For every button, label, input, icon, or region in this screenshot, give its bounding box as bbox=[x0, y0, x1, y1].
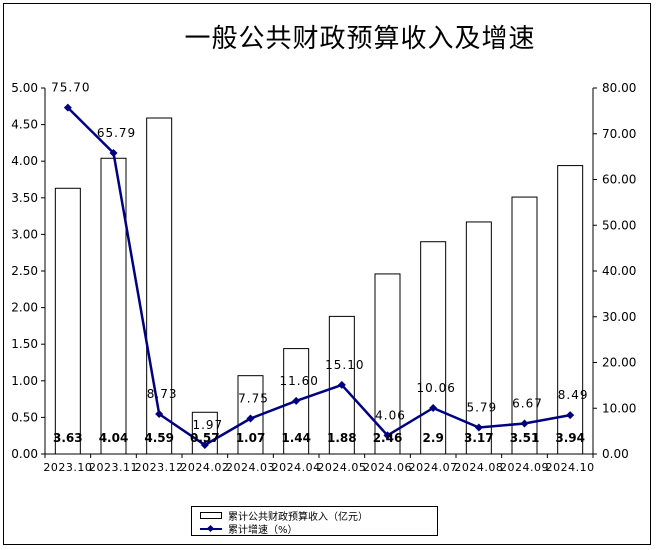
line-value-label: 5.79 bbox=[466, 401, 497, 415]
y-left-tick-label: 0.00 bbox=[11, 447, 38, 461]
bar bbox=[420, 241, 447, 455]
y-right-tick-label: 10.00 bbox=[602, 401, 636, 415]
line-marker bbox=[383, 431, 392, 440]
bar-value-label: 1.07 bbox=[236, 431, 266, 445]
line-value-label: 11.60 bbox=[279, 374, 318, 388]
line-marker bbox=[200, 440, 209, 449]
legend-item-line: 累计增速（%） bbox=[200, 522, 298, 536]
bars-group bbox=[54, 117, 584, 455]
chart-title: 一般公共财政预算收入及增速 bbox=[184, 24, 536, 54]
y-left-tick-label: 2.00 bbox=[11, 301, 38, 315]
x-tick-label: 2024.07 bbox=[409, 461, 458, 474]
y-left-tick-label: 3.00 bbox=[11, 227, 38, 241]
line-value-label: 8.49 bbox=[558, 388, 589, 402]
legend-line-swatch bbox=[200, 524, 222, 534]
line-value-label: 75.70 bbox=[51, 81, 90, 95]
legend-bar-label: 累计公共财政预算收入（亿元） bbox=[228, 512, 368, 523]
data-labels-group: 3.63 4.04 4.59 0.57 1.07 1.44 1.88 2.46 2.9 3.17 3… bbox=[51, 81, 589, 445]
line-marker bbox=[520, 419, 529, 428]
line-value-label: 15.10 bbox=[325, 358, 364, 372]
line-value-label: 1.97 bbox=[192, 418, 223, 432]
line-marker bbox=[63, 103, 72, 112]
x-tick-label: 2024.06 bbox=[363, 461, 412, 474]
line-value-label: 10.06 bbox=[416, 381, 455, 395]
x-tick-label: 2023.12 bbox=[135, 461, 184, 474]
bar bbox=[54, 187, 81, 455]
y-left-tick-label: 3.50 bbox=[11, 191, 38, 205]
y-left-tick-label: 0.50 bbox=[11, 410, 38, 424]
y-right-tick-label: 0.00 bbox=[602, 447, 629, 461]
x-tick-label: 2023.11 bbox=[89, 461, 138, 474]
legend: 累计公共财政预算收入（亿元） 累计增速（%） bbox=[191, 506, 438, 536]
bar bbox=[283, 348, 310, 455]
line-value-label: 4.06 bbox=[375, 408, 406, 422]
line-marker bbox=[155, 410, 164, 419]
bar bbox=[146, 117, 173, 455]
bar bbox=[465, 221, 492, 455]
line-marker bbox=[246, 414, 255, 423]
growth-line bbox=[66, 106, 571, 447]
y-left-tick-label: 2.50 bbox=[11, 264, 38, 278]
bar-value-label: 1.44 bbox=[281, 431, 311, 445]
line-marker bbox=[337, 380, 346, 389]
y-left-tick-label: 1.50 bbox=[11, 337, 38, 351]
x-tick-label: 2024.03 bbox=[226, 461, 275, 474]
bar-value-label: 0.57 bbox=[190, 431, 220, 445]
y-right-tick-label: 40.00 bbox=[602, 264, 636, 278]
x-tick-label: 2024.10 bbox=[546, 461, 595, 474]
x-tick-label: 2024.09 bbox=[500, 461, 549, 474]
y-right-tick-label: 30.00 bbox=[602, 310, 636, 324]
bar-value-label: 3.94 bbox=[555, 431, 585, 445]
line-value-label: 65.79 bbox=[97, 126, 136, 140]
x-tick-label: 2023.10 bbox=[43, 461, 92, 474]
axes-group: 0.00 0.50 1.00 1.50 2.00 2.50 3.00 3.50 4.00 4.50… bbox=[11, 81, 636, 474]
legend-bar-swatch bbox=[200, 512, 222, 519]
y-left-tick-label: 1.00 bbox=[11, 374, 38, 388]
line-value-label: 6.67 bbox=[512, 396, 543, 410]
y-right-tick-label: 60.00 bbox=[602, 173, 636, 187]
x-tick-label: 2024.02 bbox=[180, 461, 229, 474]
line-marker bbox=[474, 423, 483, 432]
x-tick-label: 2024.04 bbox=[272, 461, 321, 474]
bar-value-label: 2.46 bbox=[373, 431, 403, 445]
line-value-label: 7.75 bbox=[238, 392, 269, 406]
y-left-tick-label: 5.00 bbox=[11, 81, 38, 95]
bar-value-label: 3.63 bbox=[53, 431, 83, 445]
x-tick-label: 2024.05 bbox=[317, 461, 366, 474]
line-marker bbox=[109, 149, 118, 158]
bar bbox=[557, 165, 584, 455]
legend-item-bar: 累计公共财政预算收入（亿元） bbox=[200, 509, 368, 523]
line-series-group bbox=[63, 103, 575, 449]
y-left-tick-label: 4.50 bbox=[11, 118, 38, 132]
bar-value-label: 3.51 bbox=[510, 431, 540, 445]
bar bbox=[374, 273, 401, 455]
bar-value-label: 3.17 bbox=[464, 431, 494, 445]
legend-line-label: 累计增速（%） bbox=[228, 525, 298, 536]
bar-value-label: 4.59 bbox=[144, 431, 174, 445]
line-marker bbox=[566, 411, 575, 420]
y-right-tick-label: 20.00 bbox=[602, 356, 636, 370]
bar-value-label: 1.88 bbox=[327, 431, 357, 445]
y-right-tick-label: 70.00 bbox=[602, 127, 636, 141]
x-tick-label: 2024.08 bbox=[454, 461, 503, 474]
bar-value-label: 2.9 bbox=[423, 431, 444, 445]
y-right-tick-label: 80.00 bbox=[602, 81, 636, 95]
bar-value-label: 4.04 bbox=[99, 431, 129, 445]
bar bbox=[511, 196, 538, 455]
line-marker bbox=[292, 396, 301, 405]
line-marker bbox=[429, 403, 438, 412]
y-left-tick-label: 4.00 bbox=[11, 154, 38, 168]
line-value-label: 8.73 bbox=[147, 387, 178, 401]
y-right-tick-label: 50.00 bbox=[602, 218, 636, 232]
